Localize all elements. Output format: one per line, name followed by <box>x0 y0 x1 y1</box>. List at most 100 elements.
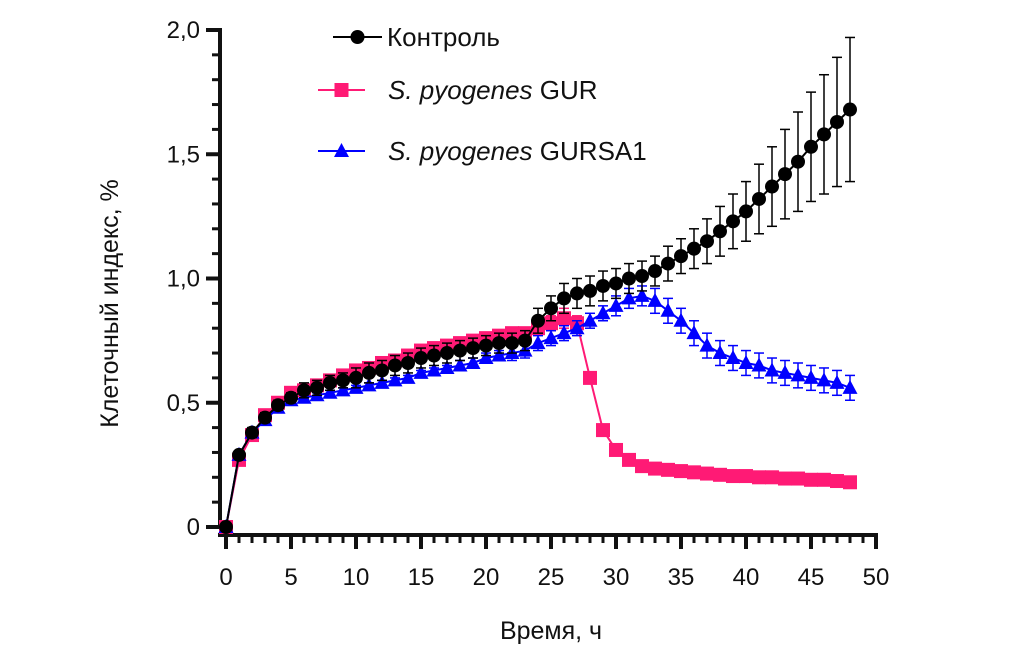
data-point <box>478 350 494 365</box>
legend-label-control: Контроль <box>387 22 500 52</box>
data-point <box>557 291 571 306</box>
x-tick-label: 15 <box>408 564 435 591</box>
data-point <box>323 375 337 390</box>
x-axis-title: Время, ч <box>500 617 602 645</box>
data-point <box>803 369 819 384</box>
data-point <box>544 316 558 331</box>
x-tick-label: 20 <box>473 564 500 591</box>
x-tick-label: 0 <box>219 564 232 591</box>
data-point <box>660 302 676 317</box>
series-0 <box>219 36 857 534</box>
legend-label-gursa1-rest: GURSA1 <box>540 136 647 166</box>
data-point <box>738 354 754 369</box>
x-tick-label: 50 <box>863 564 890 591</box>
legend-label-gur-italic: S. pyogenes <box>388 75 533 105</box>
data-point <box>842 379 858 394</box>
data-point <box>817 472 831 487</box>
data-point <box>452 357 468 372</box>
data-point <box>349 370 363 385</box>
data-point <box>777 364 793 379</box>
data-point <box>739 469 753 484</box>
data-point <box>661 462 675 477</box>
data-point <box>531 313 545 328</box>
data-point <box>492 336 506 351</box>
data-point <box>310 380 324 395</box>
x-tick-label: 25 <box>538 564 565 591</box>
data-point <box>829 374 845 389</box>
data-point <box>830 474 844 489</box>
y-tick-label: 0 <box>187 514 200 541</box>
data-point <box>569 320 585 335</box>
data-point <box>843 102 857 117</box>
data-point <box>765 470 779 485</box>
data-point <box>700 466 714 481</box>
data-point <box>648 264 662 279</box>
data-point <box>387 372 403 387</box>
data-point <box>596 423 610 438</box>
data-point <box>557 311 571 326</box>
data-point <box>284 390 298 405</box>
data-point <box>635 269 649 284</box>
data-point <box>765 179 779 194</box>
data-point <box>361 377 377 392</box>
data-point <box>258 410 272 425</box>
data-series <box>218 36 858 534</box>
data-point <box>635 459 649 474</box>
data-point <box>804 139 818 154</box>
data-point <box>401 355 415 370</box>
data-point <box>699 337 715 352</box>
legend-marker-gursa1 <box>334 143 349 157</box>
legend-marker-gur <box>334 83 349 97</box>
data-point <box>336 373 350 388</box>
data-point <box>725 350 741 365</box>
data-point <box>491 347 507 362</box>
y-tick-label: 0,5 <box>167 390 200 417</box>
data-point <box>622 452 636 467</box>
data-point <box>414 351 428 366</box>
data-point <box>453 343 467 358</box>
legend-item-gur: S. pyogenes GUR <box>318 75 598 105</box>
x-tick-label: 30 <box>603 564 630 591</box>
data-point <box>700 234 714 249</box>
data-point <box>595 305 611 320</box>
data-point <box>661 256 675 271</box>
legend-marker-control <box>350 30 365 44</box>
data-point <box>843 475 857 490</box>
data-point <box>556 325 572 340</box>
data-point <box>674 249 688 264</box>
legend: Контроль S. pyogenes GUR S. pyogenes GUR… <box>318 22 647 166</box>
data-point <box>596 278 610 293</box>
legend-label-gursa1: S. pyogenes GURSA1 <box>388 136 647 166</box>
data-point <box>816 372 832 387</box>
data-point <box>439 359 455 374</box>
data-point <box>427 348 441 363</box>
x-tick-label: 35 <box>668 564 695 591</box>
axis-ticks: 0 0,5 1,0 1,5 2,0 0 5 10 15 20 25 30 35 40 45 50 <box>167 17 890 591</box>
data-point <box>609 442 623 457</box>
y-axis-title: Клеточный индекс, % <box>96 179 124 428</box>
data-point <box>608 297 624 312</box>
legend-label-gur-rest: GUR <box>540 75 598 105</box>
data-point <box>790 367 806 382</box>
data-point <box>518 333 532 348</box>
data-point <box>764 362 780 377</box>
data-point <box>570 286 584 301</box>
data-point <box>297 383 311 398</box>
legend-label-gur: S. pyogenes GUR <box>388 75 598 105</box>
data-point <box>817 127 831 142</box>
data-point <box>778 471 792 486</box>
data-point <box>634 287 650 302</box>
data-point <box>400 369 416 384</box>
data-point <box>622 271 636 286</box>
data-point <box>739 204 753 219</box>
data-point <box>322 384 338 399</box>
data-point <box>752 191 766 206</box>
legend-item-control: Контроль <box>333 22 500 52</box>
data-point <box>752 470 766 485</box>
data-point <box>362 365 376 380</box>
data-point <box>219 520 233 534</box>
legend-label-gursa1-italic: S. pyogenes <box>388 136 533 166</box>
data-point <box>609 276 623 291</box>
y-tick-label: 1,0 <box>167 266 200 293</box>
